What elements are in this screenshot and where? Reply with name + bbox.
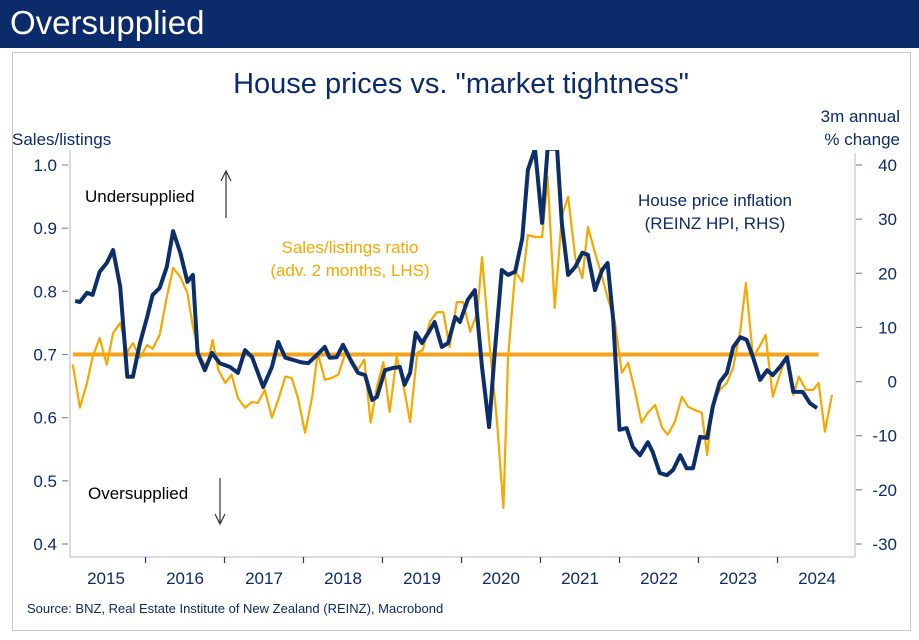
left-tick-label: 0.8 [33, 282, 57, 301]
x-tick-label: 2016 [166, 569, 204, 588]
series-label-hpi-line2: (REINZ HPI, RHS) [645, 214, 786, 233]
chart-title: House prices vs. "market tightness" [233, 68, 689, 100]
series-line-hpi [74, 150, 819, 478]
left-tick-label: 0.4 [33, 535, 57, 554]
right-tick-label: -10 [872, 427, 897, 446]
left-tick-label: 1.0 [33, 156, 57, 175]
x-tick-label: 2021 [561, 569, 599, 588]
right-tick-label: 10 [878, 318, 897, 337]
chart-frame [12, 52, 911, 631]
oversupplied-label: Oversupplied [88, 484, 188, 503]
x-tick-label: 2022 [640, 569, 678, 588]
x-tick-label: 2019 [403, 569, 441, 588]
undersupplied-label: Undersupplied [85, 187, 195, 206]
right-axis-label-line1: 3m annual [821, 107, 900, 126]
right-tick-label: -20 [872, 481, 897, 500]
x-tick-label: 2024 [798, 569, 836, 588]
right-tick-label: 30 [878, 210, 897, 229]
series-label-sales-listings: Sales/listings ratio [281, 238, 418, 257]
x-tick-label: 2018 [324, 569, 362, 588]
right-tick-label: 40 [878, 156, 897, 175]
x-tick-label: 2020 [482, 569, 520, 588]
header-title: Oversupplied [10, 4, 205, 41]
series-label-sales-listings-line2: (adv. 2 months, LHS) [270, 261, 429, 280]
x-tick-label: 2015 [87, 569, 125, 588]
left-axis-label: Sales/listings [12, 130, 111, 149]
left-tick-label: 0.9 [33, 219, 57, 238]
arrow-down-icon [214, 478, 226, 526]
right-tick-label: -30 [872, 535, 897, 554]
header-bar: Oversupplied [0, 0, 919, 48]
left-tick-label: 0.7 [33, 346, 57, 365]
right-tick-label: 0 [888, 373, 897, 392]
source-note: Source: BNZ, Real Estate Institute of Ne… [27, 601, 443, 616]
right-tick-label: 20 [878, 264, 897, 283]
left-tick-label: 0.5 [33, 472, 57, 491]
right-axis-label-line2: % change [824, 130, 900, 149]
arrow-up-icon [220, 169, 232, 218]
left-tick-label: 0.6 [33, 409, 57, 428]
x-tick-label: 2017 [245, 569, 283, 588]
x-tick-label: 2023 [719, 569, 757, 588]
series-label-hpi: House price inflation [638, 191, 792, 210]
